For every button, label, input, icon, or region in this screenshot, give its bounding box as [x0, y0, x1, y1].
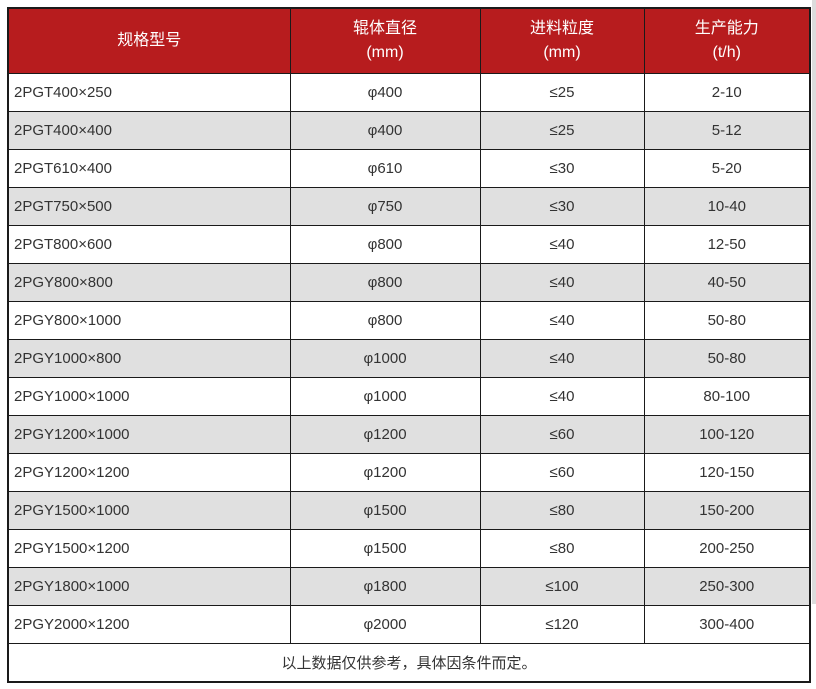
cell-value: φ1200 — [289, 453, 481, 492]
cell-value: 100-120 — [643, 415, 811, 454]
cell-value: φ1800 — [289, 567, 481, 606]
column-header-unit: (mm) — [543, 44, 581, 61]
spec-table: 规格型号 辊体直径 (mm) 进料粒度 (mm) 生产能力 (t/h) — [7, 7, 811, 683]
cell-value: ≤30 — [479, 187, 645, 226]
cell-value: 300-400 — [643, 605, 811, 644]
cell-value: ≤40 — [479, 225, 645, 264]
cell-value: φ750 — [289, 187, 481, 226]
table-row: 2PGY800×800 φ800 ≤40 40-50 — [7, 263, 811, 302]
cell-value: 50-80 — [643, 301, 811, 340]
cell-value: 120-150 — [643, 453, 811, 492]
cell-model: 2PGY2000×1200 — [7, 605, 291, 644]
cell-model: 2PGY1200×1200 — [7, 453, 291, 492]
table-row: 2PGY1800×1000 φ1800 ≤100 250-300 — [7, 567, 811, 606]
cell-value: ≤80 — [479, 529, 645, 568]
cell-value: 80-100 — [643, 377, 811, 416]
table-row: 2PGY2000×1200 φ2000 ≤120 300-400 — [7, 605, 811, 644]
table-row: 2PGY1500×1200 φ1500 ≤80 200-250 — [7, 529, 811, 568]
cell-value: φ1500 — [289, 491, 481, 530]
cell-model: 2PGY1200×1000 — [7, 415, 291, 454]
cell-model: 2PGY800×1000 — [7, 301, 291, 340]
cell-value: φ1500 — [289, 529, 481, 568]
cell-value: φ2000 — [289, 605, 481, 644]
cell-value: φ610 — [289, 149, 481, 188]
cell-model: 2PGY1000×800 — [7, 339, 291, 378]
cell-value: φ800 — [289, 225, 481, 264]
cell-value: ≤40 — [479, 377, 645, 416]
cell-value: φ800 — [289, 263, 481, 302]
footnote-row: 以上数据仅供参考，具体因条件而定。 — [7, 643, 811, 682]
cell-value: 5-12 — [643, 111, 811, 150]
cell-value: φ1000 — [289, 339, 481, 378]
cell-value: 150-200 — [643, 491, 811, 530]
right-edge-shadow — [812, 0, 816, 604]
cell-model: 2PGY1000×1000 — [7, 377, 291, 416]
cell-model: 2PGT400×250 — [7, 73, 291, 112]
cell-value: φ1000 — [289, 377, 481, 416]
cell-value: 5-20 — [643, 149, 811, 188]
table-row: 2PGY1000×1000 φ1000 ≤40 80-100 — [7, 377, 811, 416]
cell-value: φ800 — [289, 301, 481, 340]
cell-value: 2-10 — [643, 73, 811, 112]
column-header-model: 规格型号 — [7, 7, 291, 74]
table-row: 2PGT750×500 φ750 ≤30 10-40 — [7, 187, 811, 226]
cell-model: 2PGY1800×1000 — [7, 567, 291, 606]
table-row: 2PGY1000×800 φ1000 ≤40 50-80 — [7, 339, 811, 378]
cell-value: ≤60 — [479, 415, 645, 454]
cell-value: ≤80 — [479, 491, 645, 530]
table-row: 2PGT400×400 φ400 ≤25 5-12 — [7, 111, 811, 150]
cell-value: 10-40 — [643, 187, 811, 226]
cell-value: φ400 — [289, 111, 481, 150]
cell-value: φ400 — [289, 73, 481, 112]
table-row: 2PGT400×250 φ400 ≤25 2-10 — [7, 73, 811, 112]
cell-value: ≤60 — [479, 453, 645, 492]
cell-value: ≤40 — [479, 263, 645, 302]
column-header-capacity: 生产能力 (t/h) — [643, 7, 811, 74]
cell-model: 2PGY800×800 — [7, 263, 291, 302]
column-header-label: 辊体直径 — [352, 20, 417, 37]
header-row: 规格型号 辊体直径 (mm) 进料粒度 (mm) 生产能力 (t/h) — [7, 7, 811, 74]
column-header-feed-size: 进料粒度 (mm) — [479, 7, 645, 74]
table-row: 2PGT610×400 φ610 ≤30 5-20 — [7, 149, 811, 188]
column-header-label: 生产能力 — [694, 20, 759, 37]
column-header-roller-diameter: 辊体直径 (mm) — [289, 7, 481, 74]
cell-model: 2PGT800×600 — [7, 225, 291, 264]
table-row: 2PGY1200×1200 φ1200 ≤60 120-150 — [7, 453, 811, 492]
cell-model: 2PGT400×400 — [7, 111, 291, 150]
cell-model: 2PGT750×500 — [7, 187, 291, 226]
cell-value: ≤40 — [479, 301, 645, 340]
cell-value: ≤120 — [479, 605, 645, 644]
cell-model: 2PGY1500×1000 — [7, 491, 291, 530]
cell-value: φ1200 — [289, 415, 481, 454]
cell-value: ≤25 — [479, 111, 645, 150]
table-row: 2PGY800×1000 φ800 ≤40 50-80 — [7, 301, 811, 340]
cell-value: 250-300 — [643, 567, 811, 606]
column-header-label: 规格型号 — [117, 32, 182, 49]
cell-value: ≤40 — [479, 339, 645, 378]
cell-value: ≤100 — [479, 567, 645, 606]
cell-value: ≤25 — [479, 73, 645, 112]
table-footnote: 以上数据仅供参考，具体因条件而定。 — [7, 643, 811, 682]
cell-model: 2PGT610×400 — [7, 149, 291, 188]
cell-model: 2PGY1500×1200 — [7, 529, 291, 568]
cell-value: ≤30 — [479, 149, 645, 188]
cell-value: 40-50 — [643, 263, 811, 302]
table-row: 2PGT800×600 φ800 ≤40 12-50 — [7, 225, 811, 264]
column-header-unit: (t/h) — [712, 44, 741, 61]
table-row: 2PGY1200×1000 φ1200 ≤60 100-120 — [7, 415, 811, 454]
cell-value: 200-250 — [643, 529, 811, 568]
table-body: 2PGT400×250 φ400 ≤25 2-10 2PGT400×400 φ400 ≤25… — [7, 73, 811, 644]
cell-value: 12-50 — [643, 225, 811, 264]
cell-value: 50-80 — [643, 339, 811, 378]
column-header-unit: (mm) — [366, 44, 404, 61]
table-row: 2PGY1500×1000 φ1500 ≤80 150-200 — [7, 491, 811, 530]
column-header-label: 进料粒度 — [529, 20, 594, 37]
